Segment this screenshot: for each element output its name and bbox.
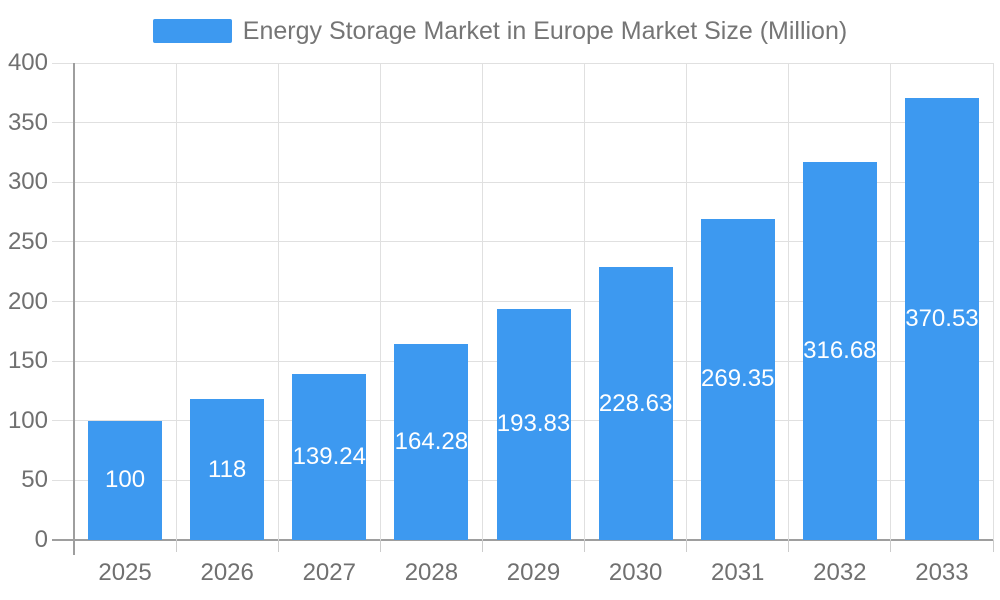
x-axis-tick-label: 2029 [506, 559, 561, 586]
gridline-vertical [686, 63, 688, 540]
bar: 100 [88, 420, 163, 540]
gridline-vertical [277, 63, 279, 540]
bar: 164.28 [394, 344, 469, 540]
bar: 118 [190, 399, 265, 540]
gridline-vertical [788, 63, 790, 540]
x-axis-tick [992, 540, 994, 552]
x-axis-tick [686, 540, 688, 552]
y-axis-tick-label: 400 [7, 49, 48, 76]
gridline-horizontal [52, 241, 993, 243]
x-axis-tick-label: 2030 [608, 559, 663, 586]
bar-value-label: 164.28 [394, 428, 469, 456]
bar-value-label: 100 [105, 466, 146, 494]
y-axis-tick-label: 0 [34, 526, 48, 553]
bar-value-label: 269.35 [701, 365, 775, 393]
bar: 269.35 [700, 218, 775, 540]
y-axis-tick-label: 100 [7, 406, 48, 434]
legend-item[interactable]: Energy Storage Market in Europe Market S… [0, 17, 1000, 45]
legend-swatch [152, 19, 232, 43]
bar-value-label: 139.24 [292, 442, 366, 470]
x-axis-tick-label: 2028 [404, 559, 459, 586]
bar: 193.83 [496, 308, 571, 540]
x-axis-tick-label: 2033 [915, 559, 969, 586]
y-axis-tick-label: 200 [7, 287, 48, 315]
bar: 139.24 [292, 373, 367, 540]
x-axis-tick [175, 540, 177, 552]
gridline-horizontal [52, 181, 993, 183]
y-axis-tick-label: 50 [21, 466, 48, 494]
gridline-vertical [175, 63, 177, 540]
bar-value-label: 118 [208, 455, 247, 483]
gridline-vertical [584, 63, 586, 540]
bar: 228.63 [598, 267, 673, 540]
x-axis-tick-label: 2025 [98, 559, 152, 586]
y-axis-tick-label: 300 [7, 168, 48, 196]
gridline-horizontal [52, 301, 993, 302]
x-axis-tick [890, 540, 892, 552]
gridline-vertical [890, 63, 892, 540]
gridline-horizontal [52, 62, 993, 64]
gridline-vertical [481, 63, 483, 540]
x-axis-tick [379, 540, 381, 552]
x-axis-tick [788, 540, 790, 552]
gridline-vertical [992, 63, 994, 540]
y-axis-tick-label: 250 [7, 227, 48, 255]
x-axis-tick [277, 540, 279, 552]
x-axis-line [52, 539, 993, 541]
bar-value-label: 193.83 [496, 410, 571, 438]
gridline-vertical [379, 63, 381, 540]
x-axis-tick-label: 2032 [813, 559, 867, 586]
x-axis-tick-label: 2031 [711, 559, 765, 586]
bar-value-label: 370.53 [905, 305, 979, 333]
bar: 316.68 [802, 162, 877, 540]
y-axis-tick-label: 150 [7, 347, 48, 375]
x-axis-tick-label: 2027 [302, 559, 356, 586]
x-axis-tick-label: 2026 [200, 559, 254, 586]
gridline-horizontal [52, 122, 993, 124]
x-axis-tick [584, 540, 586, 552]
y-axis-tick-label: 350 [7, 108, 48, 136]
legend-label: Energy Storage Market in Europe Market S… [242, 17, 848, 45]
y-axis-line [73, 63, 75, 555]
x-axis-tick [481, 540, 483, 552]
bar: 370.53 [904, 98, 979, 540]
bar-value-label: 316.68 [803, 337, 877, 365]
bar-value-label: 228.63 [598, 389, 673, 417]
